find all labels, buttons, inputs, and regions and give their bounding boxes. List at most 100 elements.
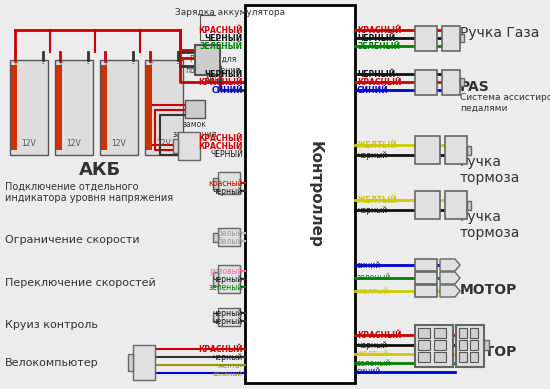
Text: -: - <box>42 60 44 66</box>
Text: синий: синий <box>357 261 381 270</box>
Text: белый: белый <box>218 237 243 245</box>
Text: -: - <box>87 60 89 66</box>
Text: +: + <box>102 60 108 66</box>
Bar <box>213 233 218 242</box>
Polygon shape <box>440 285 460 297</box>
Bar <box>11 65 17 150</box>
Bar <box>415 191 440 219</box>
Text: Ручка
тормоза: Ручка тормоза <box>460 155 520 185</box>
Text: Ручка Газа: Ручка Газа <box>460 26 540 40</box>
Bar <box>442 70 460 95</box>
Text: СИНИЙ: СИНИЙ <box>211 86 243 95</box>
Text: СИНИЙ: СИНИЙ <box>357 86 389 95</box>
Bar <box>195 45 220 75</box>
Text: черный: черный <box>357 205 387 214</box>
Text: КРАСНЫЙ: КРАСНЫЙ <box>199 26 243 35</box>
Bar <box>218 228 240 246</box>
Bar <box>459 328 467 338</box>
Text: ЧЕРНЫЙ: ЧЕРНЫЙ <box>205 70 243 79</box>
Text: замок
зажигания: замок зажигания <box>173 120 217 139</box>
Bar <box>434 340 446 350</box>
Text: черный: черный <box>213 275 243 284</box>
Bar <box>145 60 183 155</box>
Bar <box>467 201 471 210</box>
Bar <box>128 354 133 371</box>
Bar <box>185 100 205 118</box>
Text: 12V: 12V <box>112 138 126 147</box>
Text: ЗЕЛЕНЫЙ: ЗЕЛЕНЫЙ <box>200 42 243 51</box>
Text: черный: черный <box>357 151 387 159</box>
Text: Велокомпьютер: Велокомпьютер <box>5 358 98 368</box>
Polygon shape <box>440 259 460 271</box>
Text: КРАСНЫЙ: КРАСНЫЙ <box>199 142 243 151</box>
Text: ЖЕЛТЫЙ: ЖЕЛТЫЙ <box>357 196 398 205</box>
Bar <box>456 325 484 367</box>
Text: КРАСНЫЙ: КРАСНЫЙ <box>357 77 401 86</box>
Bar <box>100 60 138 155</box>
Text: -: - <box>177 60 179 66</box>
Text: КРАСНЫЙ: КРАСНЫЙ <box>199 77 243 86</box>
Text: Ограничение скорости: Ограничение скорости <box>5 235 140 245</box>
Bar <box>415 325 453 367</box>
Text: КРАСНЫЙ: КРАСНЫЙ <box>357 331 401 340</box>
Text: желтый: желтый <box>357 287 389 296</box>
Text: белый: белый <box>218 228 243 238</box>
Text: ЗЕЛЕНЫЙ: ЗЕЛЕНЫЙ <box>357 42 400 51</box>
Bar <box>470 340 478 350</box>
Bar <box>245 5 355 383</box>
Text: +: + <box>57 60 63 66</box>
Bar <box>459 352 467 362</box>
Text: ЧЕРНЫЙ: ЧЕРНЫЙ <box>210 149 243 158</box>
Text: +: + <box>147 60 153 66</box>
Text: -: - <box>132 60 134 66</box>
Text: АКБ: АКБ <box>79 161 121 179</box>
Bar <box>178 132 200 160</box>
Text: Круиз контроль: Круиз контроль <box>5 320 98 330</box>
Bar <box>434 328 446 338</box>
Bar <box>415 136 440 164</box>
Text: Разъем для
подключения
АКБ: Разъем для подключения АКБ <box>185 55 240 85</box>
Text: розовый: розовый <box>210 266 243 275</box>
Text: КРАСНЫЙ: КРАСНЫЙ <box>199 133 243 142</box>
Bar <box>459 340 467 350</box>
Bar <box>434 352 446 362</box>
Text: КРАСНЫЙ: КРАСНЫЙ <box>357 26 401 35</box>
Text: Контроллер: Контроллер <box>307 140 322 247</box>
Text: черный: черный <box>213 308 243 317</box>
Bar <box>418 352 430 362</box>
Text: МОТОР: МОТОР <box>460 283 518 297</box>
Text: черный: черный <box>357 340 387 349</box>
Bar <box>218 308 240 326</box>
Bar <box>442 26 460 51</box>
Text: Переключение скоростей: Переключение скоростей <box>5 278 156 288</box>
Bar <box>415 26 437 51</box>
Text: синий: синий <box>357 368 381 377</box>
Bar <box>213 272 218 286</box>
Bar <box>213 313 218 322</box>
Bar <box>484 340 489 350</box>
Polygon shape <box>440 272 460 284</box>
Text: 12V: 12V <box>157 138 172 147</box>
Bar <box>146 65 152 150</box>
Bar <box>470 328 478 338</box>
Text: ЧЕРНЫЙ: ЧЕРНЫЙ <box>357 33 395 42</box>
Text: Ручка
тормоза: Ручка тормоза <box>460 210 520 240</box>
Text: МОТОР: МОТОР <box>460 345 518 359</box>
Text: черный: черный <box>213 186 243 196</box>
Text: +: + <box>12 60 18 66</box>
Bar <box>460 34 464 42</box>
Bar <box>213 178 218 189</box>
Text: ЖЕЛТЫЙ: ЖЕЛТЫЙ <box>357 140 398 149</box>
Bar <box>56 65 62 150</box>
Text: зеленый: зеленый <box>357 273 391 282</box>
Bar <box>418 328 430 338</box>
Bar <box>133 345 155 380</box>
Bar <box>218 172 240 194</box>
Text: черный: черный <box>213 317 243 326</box>
Bar <box>418 340 430 350</box>
Bar <box>415 272 437 284</box>
Bar <box>445 136 467 164</box>
Text: ЧЕРНЫЙ: ЧЕРНЫЙ <box>205 33 243 42</box>
Bar <box>460 78 464 86</box>
Bar <box>467 146 471 155</box>
